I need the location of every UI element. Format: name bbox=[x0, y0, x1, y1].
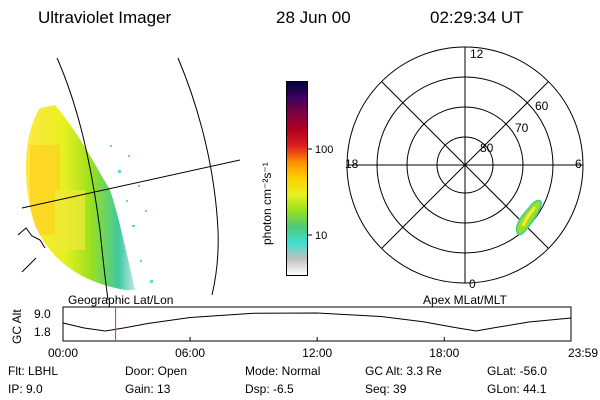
xtick-label: 12:00 bbox=[302, 346, 332, 360]
altitude-plot-frame bbox=[62, 306, 572, 342]
speckle-noise bbox=[110, 145, 153, 283]
xtick-label: 06:00 bbox=[175, 346, 205, 360]
xtick-label: 23:59 bbox=[568, 346, 598, 360]
gc-alt-status: GC Alt: 3.3 Re bbox=[365, 364, 442, 378]
color-scale-bar bbox=[286, 81, 308, 276]
date-label: 28 Jun 00 bbox=[276, 8, 351, 27]
glat-status: GLat: -56.0 bbox=[487, 364, 548, 378]
mlt-label-0: 0 bbox=[469, 277, 476, 291]
polar-caption: Apex MLat/MLT bbox=[423, 293, 507, 307]
ytick-1.8: 1.8 bbox=[34, 325, 51, 339]
xtick-label: 18:00 bbox=[429, 346, 459, 360]
dsp-status: Dsp: -6.5 bbox=[245, 382, 294, 396]
mode-status: Mode: Normal bbox=[245, 364, 321, 378]
color-scale-axis: 100 10 bbox=[308, 144, 333, 242]
geographic-image bbox=[17, 57, 240, 300]
mlt-axis-diagonal bbox=[381, 81, 549, 249]
ytick-9.0: 9.0 bbox=[34, 307, 51, 321]
mlt-label-18: 18 bbox=[345, 157, 359, 171]
meridian-line bbox=[177, 57, 219, 296]
geographic-caption: Geographic Lat/Lon bbox=[68, 293, 174, 307]
mlat-label-80: 80 bbox=[480, 141, 494, 155]
xtick-label: 00:00 bbox=[48, 346, 78, 360]
filter-status: Flt: LBHL bbox=[8, 364, 59, 378]
colorbar-tick-100: 100 bbox=[315, 144, 333, 156]
glon-status: GLon: 44.1 bbox=[487, 382, 547, 396]
mlat-label-60: 60 bbox=[535, 99, 549, 113]
seq-status: Seq: 39 bbox=[365, 382, 407, 396]
time-label: 02:29:34 UT bbox=[430, 8, 524, 27]
mlat-label-70: 70 bbox=[515, 121, 529, 135]
altitude-plot: 9.0 1.8 GC Alt 00:00 06:00 12:00 18:00 23:59 bbox=[10, 306, 598, 360]
altitude-series bbox=[62, 307, 572, 341]
mlt-label-6: 6 bbox=[575, 157, 582, 171]
instrument-title: Ultraviolet Imager bbox=[38, 8, 172, 27]
meridian-line bbox=[56, 57, 109, 300]
coastline bbox=[17, 227, 46, 249]
altitude-line bbox=[62, 312, 572, 332]
colorbar-unit-label: photon cm⁻²s⁻¹ bbox=[260, 162, 274, 245]
aurora-core bbox=[521, 206, 537, 227]
mlt-label-12: 12 bbox=[470, 47, 484, 61]
latitude-line bbox=[21, 159, 240, 209]
altitude-ylabel: GC Alt bbox=[10, 309, 24, 344]
ip-status: IP: 9.0 bbox=[8, 382, 43, 396]
coastline bbox=[21, 257, 37, 273]
gain-status: Gain: 13 bbox=[125, 382, 171, 396]
polar-plot: 12 18 6 0 60 70 80 bbox=[345, 46, 584, 291]
door-status: Door: Open bbox=[125, 364, 188, 378]
colorbar-tick-10: 10 bbox=[315, 230, 327, 242]
